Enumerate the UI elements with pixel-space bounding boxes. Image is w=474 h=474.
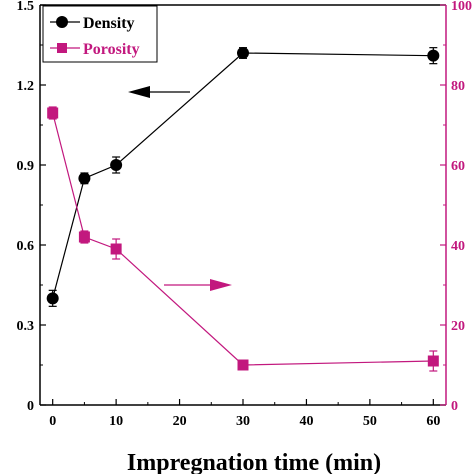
y-left-tick-label: 0 bbox=[27, 399, 34, 414]
density-axis-arrow-head bbox=[128, 86, 150, 98]
y-right-tick-label: 40 bbox=[451, 239, 465, 254]
legend-density-label: Density bbox=[83, 15, 135, 32]
density-series-line bbox=[52, 52, 434, 299]
y-right-tick-label: 60 bbox=[451, 159, 465, 174]
porosity-axis-arrow-head bbox=[210, 279, 232, 291]
y-left-tick-label: 1.2 bbox=[17, 79, 35, 94]
y-right-tick-label: 100 bbox=[451, 0, 472, 14]
porosity-data-point bbox=[427, 355, 439, 367]
x-tick-label: 30 bbox=[236, 414, 250, 429]
porosity-data-point bbox=[78, 231, 90, 243]
porosity-data-point bbox=[47, 107, 59, 119]
x-tick-label: 20 bbox=[173, 414, 187, 429]
legend-density-marker bbox=[56, 16, 68, 28]
y-right-tick-label: 80 bbox=[451, 79, 465, 94]
y-left-tick-label: 0.6 bbox=[17, 239, 35, 254]
y-left-tick-label: 0.3 bbox=[17, 319, 35, 334]
porosity-series-line bbox=[52, 112, 434, 366]
legend-porosity-label: Porosity bbox=[83, 41, 140, 58]
x-tick-label: 60 bbox=[426, 414, 440, 429]
y-left-tick-label: 0.9 bbox=[17, 159, 35, 174]
x-tick-label: 0 bbox=[49, 414, 56, 429]
x-axis-title: Impregnation time (min) bbox=[127, 450, 381, 474]
density-data-point bbox=[427, 49, 440, 62]
legend: Density Porosity bbox=[42, 5, 158, 63]
y-left-tick-label: 1.5 bbox=[17, 0, 35, 14]
density-data-point bbox=[110, 159, 123, 171]
porosity-data-point bbox=[110, 243, 122, 255]
annotation-layer bbox=[128, 86, 232, 291]
y-right-tick-label: 0 bbox=[451, 399, 458, 414]
porosity-data-point bbox=[237, 359, 249, 371]
x-tick-label: 50 bbox=[363, 414, 377, 429]
density-data-point bbox=[78, 172, 91, 185]
x-tick-label: 10 bbox=[109, 414, 123, 429]
x-tick-label: 40 bbox=[299, 414, 313, 429]
y-right-tick-label: 20 bbox=[451, 319, 465, 334]
density-data-point bbox=[237, 47, 249, 59]
series-layer bbox=[46, 47, 440, 372]
axes: 0 10 20 30 40 50 60 0 0.3 0.6 0.9 1.2 1.5 0 20 40 60 80 10… bbox=[17, 0, 473, 429]
density-data-point bbox=[46, 292, 59, 305]
legend-porosity-marker bbox=[57, 43, 67, 53]
